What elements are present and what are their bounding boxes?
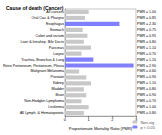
svg-text:PMR = 0.60: PMR = 0.60 <box>137 69 156 73</box>
svg-text:Retro Peritoneum, Peritoneum,: Retro Peritoneum, Peritoneum, Pleura <box>3 64 64 68</box>
html-text:3 Non-sig: 3 Non-sig <box>134 116 155 125</box>
svg-text:PMR = 2.30: PMR = 2.30 <box>137 22 156 26</box>
svg-text:p < 0.05: p < 0.05 <box>140 125 155 130</box>
svg-text:Esophagus: Esophagus <box>46 22 64 26</box>
svg-text:PMR = 1.10: PMR = 1.10 <box>137 46 156 50</box>
svg-text:PMR = 0.80: PMR = 0.80 <box>137 87 156 91</box>
svg-text:1: 1 <box>87 117 90 122</box>
svg-text:PMR = 0.85: PMR = 0.85 <box>137 16 156 20</box>
svg-text:PMR = 1.10: PMR = 1.10 <box>137 81 156 85</box>
svg-text:PMR = 0.75: PMR = 0.75 <box>137 28 156 32</box>
svg-text:PMR = 0.70: PMR = 0.70 <box>137 99 156 103</box>
svg-text:Brain: Brain <box>56 93 64 97</box>
svg-text:All cancers: All cancers <box>46 10 64 14</box>
svg-text:PMR = 0.90: PMR = 0.90 <box>137 93 156 97</box>
svg-text:Larynx: Larynx <box>53 52 64 56</box>
svg-text:Colon and rectum: Colon and rectum <box>36 34 64 38</box>
svg-text:PMR = 0.70: PMR = 0.70 <box>137 52 156 56</box>
svg-text:Bladder: Bladder <box>52 87 65 91</box>
svg-text:PMR = 1.00: PMR = 1.00 <box>137 105 156 109</box>
svg-text:PMR = 0.95: PMR = 0.95 <box>137 34 156 38</box>
svg-text:PMR = 0.90: PMR = 0.90 <box>137 75 156 79</box>
svg-text:Stomach: Stomach <box>50 28 64 32</box>
svg-text:Malignant Melanoma: Malignant Melanoma <box>31 69 64 73</box>
svg-text:Kidney: Kidney <box>53 81 64 85</box>
svg-text:PMR = 0.80: PMR = 0.80 <box>137 40 156 44</box>
svg-text:Trachea, Bronchus & Lung: Trachea, Bronchus & Lung <box>21 58 64 62</box>
svg-text:Oral Cav. & Pharynx: Oral Cav. & Pharynx <box>31 16 64 20</box>
svg-text:PMR = 1.20: PMR = 1.20 <box>137 58 156 62</box>
svg-text:Liver & Intrahep. Bile Ducts: Liver & Intrahep. Bile Ducts <box>20 40 64 44</box>
svg-text:Non-Hodgkin Lymphoma: Non-Hodgkin Lymphoma <box>24 99 64 103</box>
svg-text:Prostate: Prostate <box>51 75 64 79</box>
svg-text:Pancreas: Pancreas <box>49 46 64 50</box>
svg-text:Proportionate Mortality Ratio: Proportionate Mortality Ratio (PMR) <box>69 126 133 131</box>
svg-text:2: 2 <box>111 117 114 122</box>
svg-text:PMR = 2.90: PMR = 2.90 <box>137 64 156 68</box>
svg-text:All Lymph. & Hematopoietic: All Lymph. & Hematopoietic <box>20 111 64 115</box>
svg-text:Leukemia: Leukemia <box>48 105 64 109</box>
svg-text:Cause of death (Cancer): Cause of death (Cancer) <box>6 5 64 11</box>
svg-text:PMR = 0.80: PMR = 0.80 <box>137 111 156 115</box>
svg-text:PMR = 1.00: PMR = 1.00 <box>137 10 156 14</box>
svg-text:0: 0 <box>64 117 67 122</box>
